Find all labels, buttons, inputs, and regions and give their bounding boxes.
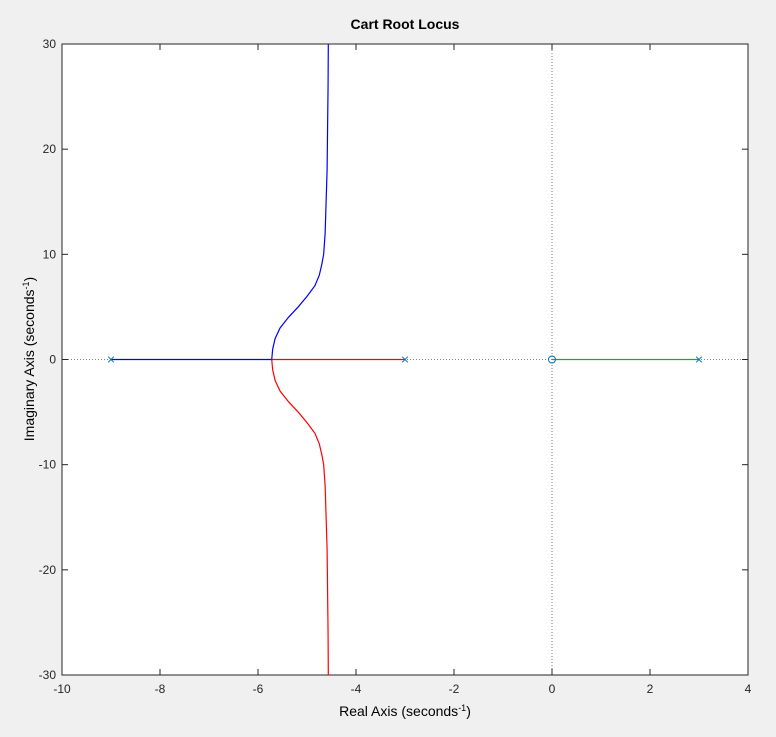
x-tick-label: -6 [253,682,264,696]
y-tick-label: 30 [43,37,57,51]
y-tick-label: -20 [39,563,57,577]
y-tick-label: 20 [43,142,57,156]
x-tick-label: 2 [647,682,654,696]
pole-marker [695,356,703,363]
x-tick-label: -4 [351,682,362,696]
axis-ticks [61,43,749,676]
y-axis-title: Imaginary Axis (seconds-1) [21,277,37,441]
y-tick-label: 0 [49,353,56,367]
pole-marker [107,356,115,363]
pole-zero-markers [107,355,703,364]
x-axis-title: Real Axis (seconds-1) [339,703,471,719]
x-tick-label: -2 [449,682,460,696]
locus-branch-4 [271,43,329,360]
y-tick-label: -10 [39,458,57,472]
x-tick-label: -10 [53,682,71,696]
x-tick-label: -8 [155,682,166,696]
pole-marker [401,356,409,363]
chart-title: Cart Root Locus [351,16,460,32]
zero-marker [548,355,556,364]
locus-branches [111,43,699,676]
x-tick-label: 0 [549,682,556,696]
y-tick-label: 10 [43,247,57,261]
y-tick-label: -30 [39,668,57,682]
locus-branch-5 [271,359,329,676]
x-tick-label: 4 [745,682,752,696]
